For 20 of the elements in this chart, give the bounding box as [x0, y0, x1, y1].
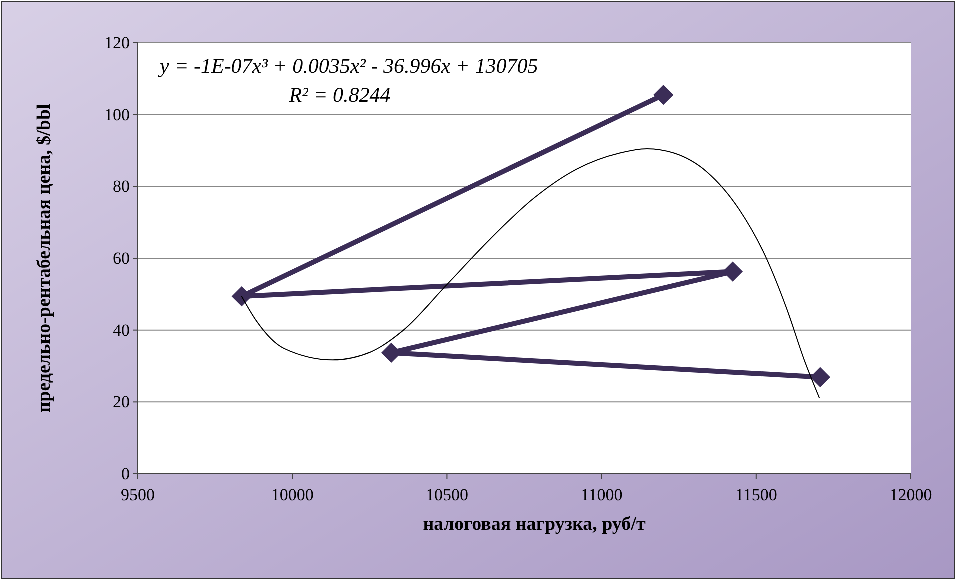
point [654, 84, 674, 106]
y-tick-label: 40 [113, 320, 130, 340]
y-tick-label: 60 [113, 248, 130, 268]
y-tick-label: 120 [104, 33, 130, 52]
annotation: R² = 0.8244 [288, 83, 392, 107]
point [722, 262, 743, 282]
y-tick-label: 80 [113, 177, 130, 196]
x-tick-label: 11500 [735, 486, 778, 505]
y-axis-title: предельно-рентабельная цена, $/bbl [34, 104, 55, 413]
x-tick-label: 10500 [426, 486, 468, 505]
x-tick-label: 9500 [121, 486, 155, 505]
y-tick-label: 20 [113, 392, 130, 412]
y-tick-label: 0 [122, 464, 130, 484]
x-tick-label: 10000 [271, 486, 314, 505]
x-tick-label: 12000 [890, 486, 932, 505]
y-tick-label: 100 [104, 105, 130, 124]
x-axis-title: налоговая нагрузка, руб/т [423, 514, 646, 535]
point [232, 286, 252, 307]
x-tick-label: 11000 [580, 486, 623, 505]
annotation: y = -1E-07x³ + 0.0035x² - 36.996x + 130705 [158, 54, 538, 78]
